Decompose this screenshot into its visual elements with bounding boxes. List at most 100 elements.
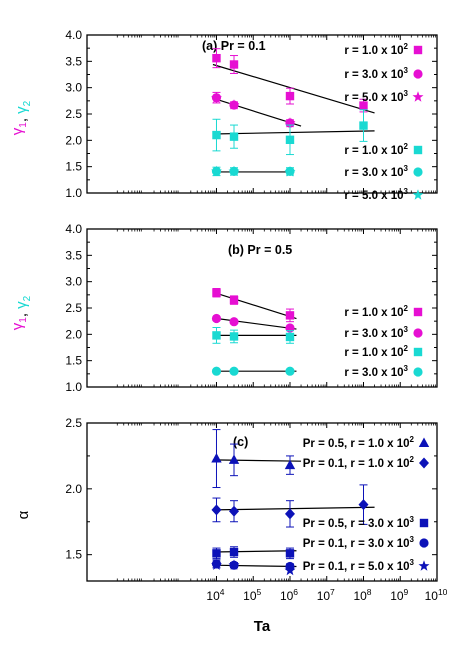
x-tick-label-exp: 8 xyxy=(367,587,372,597)
legend-marker xyxy=(418,437,430,447)
panel-1: 1.01.52.02.53.03.54.0γ1, γ2(a) Pr = 0.1 r… xyxy=(9,28,438,202)
data-point xyxy=(229,317,239,327)
y-axis-label: γ1, γ2 xyxy=(9,100,33,135)
legend-label-base: r = 3.0 x 10 xyxy=(344,367,403,379)
y-axis-label-part: γ xyxy=(13,301,30,309)
y-axis-label-part: γ xyxy=(9,127,26,135)
data-point xyxy=(358,499,369,511)
series-4: r = 3.0 x 103 xyxy=(211,364,423,379)
x-tick-label-base: 10 xyxy=(280,589,294,603)
data-point xyxy=(212,288,221,297)
data-point xyxy=(228,165,240,177)
legend-marker xyxy=(412,189,424,200)
data-point xyxy=(212,331,221,340)
series-1: Pr = 0.5, r = 1.0 x 102 xyxy=(211,429,430,489)
data-point xyxy=(212,53,221,63)
data-point xyxy=(228,454,240,464)
series-3: Pr = 0.5, r = 3.0 x 103 xyxy=(212,515,429,560)
data-point xyxy=(284,564,296,576)
legend-label: r = 1.0 x 102 xyxy=(344,304,408,319)
data-point xyxy=(229,505,240,517)
legend-label: Pr = 0.5, r = 1.0 x 102 xyxy=(303,435,415,450)
legend-label-base: Pr = 0.1, r = 1.0 x 10 xyxy=(303,458,410,470)
fit-line xyxy=(212,550,297,553)
legend-label-exp: 3 xyxy=(404,187,409,196)
data-point xyxy=(359,101,368,110)
legend-label: r = 1.0 x 102 xyxy=(344,142,408,157)
data-point xyxy=(229,295,239,305)
legend-label: Pr = 0.1, r = 3.0 x 103 xyxy=(303,535,415,550)
legend-label: Pr = 0.1, r = 1.0 x 102 xyxy=(303,455,415,470)
x-tick-label-base: 10 xyxy=(353,589,367,603)
legend-label: r = 3.0 x 103 xyxy=(344,325,408,340)
y-axis-label-part: γ xyxy=(13,106,30,114)
data-point xyxy=(285,366,295,376)
y-tick-label: 3.5 xyxy=(65,54,82,68)
x-tick-label-exp: 6 xyxy=(293,587,298,597)
x-tick-label-base: 10 xyxy=(206,589,220,603)
legend-marker xyxy=(419,457,429,469)
data-point xyxy=(229,132,239,141)
legend-marker xyxy=(418,560,430,571)
data-point xyxy=(212,130,221,140)
data-point xyxy=(211,504,222,516)
legend-label-exp: 2 xyxy=(404,344,409,353)
legend-label-base: r = 3.0 x 10 xyxy=(344,69,403,81)
legend-label-base: r = 1.0 x 10 xyxy=(344,145,403,157)
data-point xyxy=(285,311,295,320)
y-tick-label: 1.0 xyxy=(65,186,82,200)
y-tick-label: 2.0 xyxy=(65,482,82,496)
data-point xyxy=(228,559,240,570)
legend-marker xyxy=(413,347,423,357)
y-axis-label-sub: 2 xyxy=(22,100,33,106)
y-axis-label: α xyxy=(15,510,32,519)
fit-line xyxy=(212,317,297,330)
legend-label: Pr = 0.5, r = 3.0 x 103 xyxy=(303,515,415,530)
legend-marker xyxy=(413,69,423,79)
y-axis-label-part: γ xyxy=(9,322,26,330)
legend-label-exp: 3 xyxy=(404,89,409,98)
legend-label-exp: 3 xyxy=(404,325,409,334)
legend-label: Pr = 0.1, r = 5.0 x 103 xyxy=(303,558,415,573)
legend-label-base: r = 1.0 x 10 xyxy=(344,45,403,57)
y-axis-label-part: α xyxy=(15,510,32,519)
legend-label: r = 5.0 x 103 xyxy=(344,89,408,104)
fit-line xyxy=(212,63,375,114)
data-point xyxy=(212,549,221,558)
legend-marker xyxy=(413,367,423,377)
x-tick-label-base: 10 xyxy=(243,589,257,603)
series-3: r = 1.0 x 102 xyxy=(212,326,423,359)
data-point xyxy=(211,366,222,376)
legend-label-exp: 3 xyxy=(410,558,415,567)
series-6: r = 5.0 x 103 xyxy=(211,165,424,202)
legend-label-exp: 3 xyxy=(404,66,409,75)
panel-title: (c) xyxy=(233,435,248,449)
fit-line xyxy=(212,459,302,462)
y-tick-label: 3.5 xyxy=(65,248,82,262)
legend-marker xyxy=(413,145,423,155)
data-point xyxy=(229,332,239,341)
y-axis-label-part: , xyxy=(13,309,30,317)
y-axis-label: γ1, γ2 xyxy=(9,295,33,330)
panel-2: 1.01.52.02.53.03.54.0γ1, γ2(b) Pr = 0.5r… xyxy=(9,222,438,394)
legend-label-exp: 3 xyxy=(404,164,409,173)
legend-marker xyxy=(419,538,429,548)
legend-label: r = 3.0 x 103 xyxy=(344,364,408,379)
data-point xyxy=(211,92,222,103)
legend-label-exp: 2 xyxy=(404,42,409,51)
series-4: r = 1.0 x 102 xyxy=(212,109,423,157)
x-tick-label-exp: 5 xyxy=(257,587,262,597)
fit-line xyxy=(212,564,297,568)
y-tick-label: 1.5 xyxy=(65,548,82,562)
legend-label-exp: 2 xyxy=(410,455,415,464)
legend-label-base: Pr = 0.1, r = 5.0 x 10 xyxy=(303,561,410,573)
x-tick-label: 1010 xyxy=(425,587,448,603)
y-tick-label: 2.0 xyxy=(65,133,82,147)
legend-label-base: Pr = 0.5, r = 3.0 x 10 xyxy=(303,518,410,530)
legend-label-base: r = 3.0 x 10 xyxy=(344,167,403,179)
legend-label-exp: 2 xyxy=(404,304,409,313)
legend-marker xyxy=(413,167,423,177)
data-point xyxy=(211,165,222,177)
series-1: r = 1.0 x 102 xyxy=(212,288,423,323)
data-point xyxy=(228,99,240,110)
